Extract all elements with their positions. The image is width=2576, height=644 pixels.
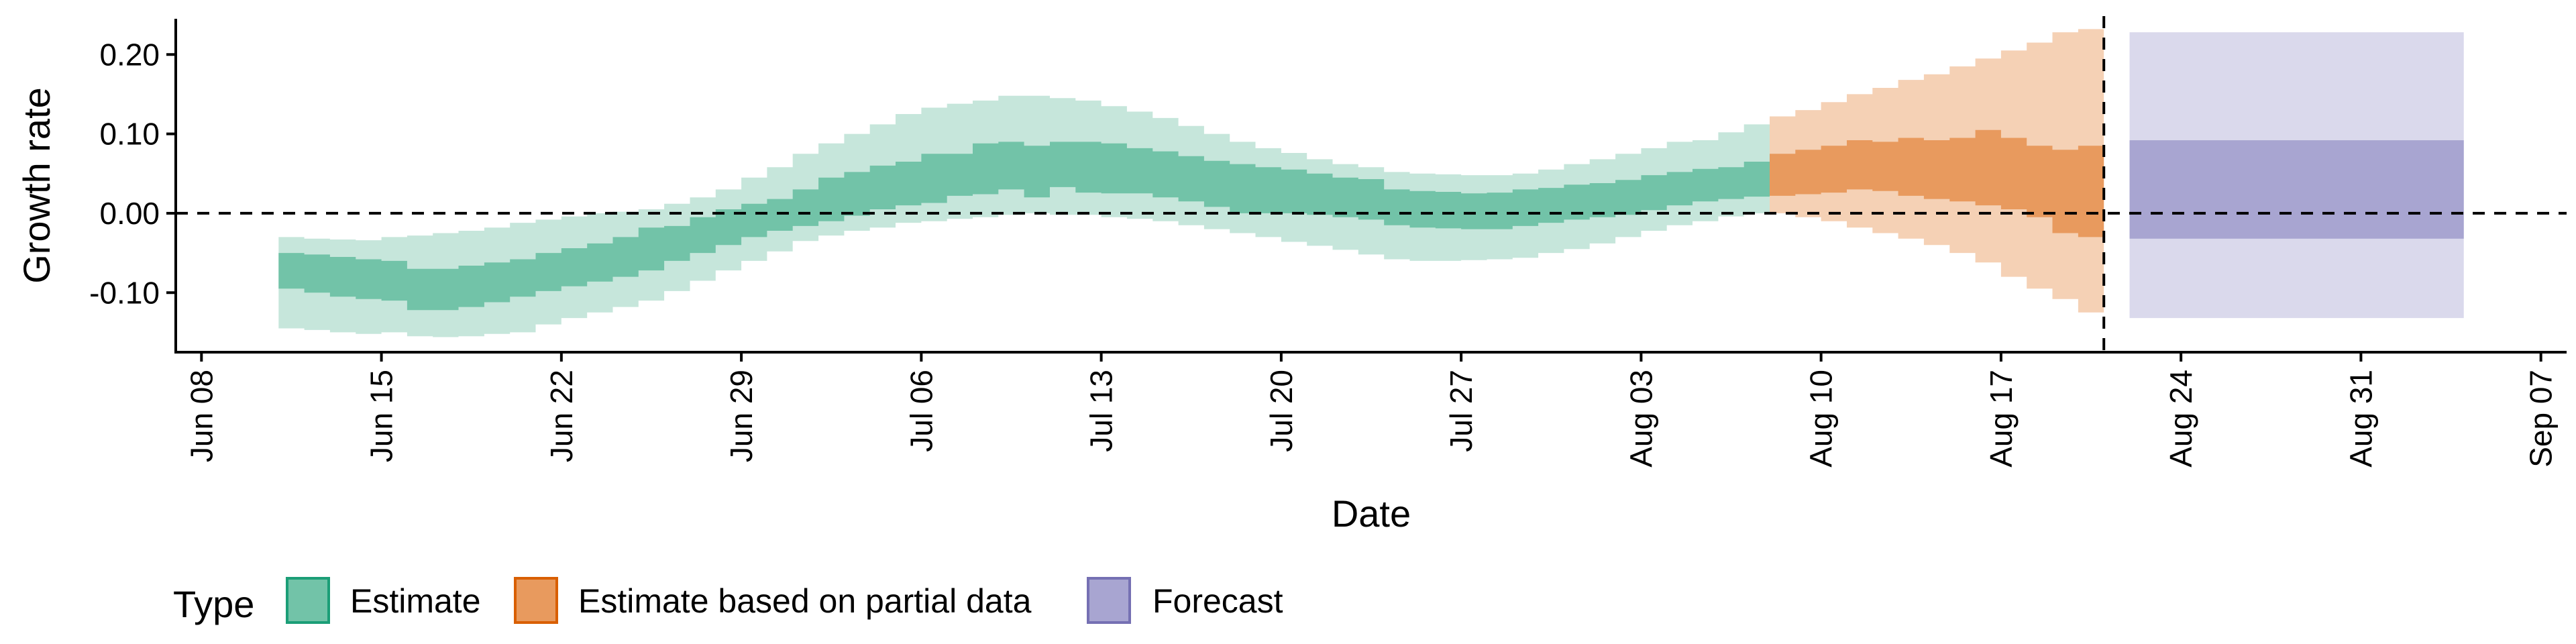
estimate-band-90	[278, 95, 1770, 337]
x-tick-label: Jul 20	[1264, 370, 1299, 452]
x-tick-label: Jun 22	[544, 370, 579, 462]
x-axis-ticks: Jun 08 Jun 15 Jun 22 Jun 29 Jul 06 Jul 13 Jul …	[184, 352, 2559, 468]
legend-title: Type	[173, 583, 254, 625]
x-tick-label: Aug 24	[2163, 370, 2198, 468]
estimate-band-50	[278, 142, 1770, 311]
legend-label: Estimate	[350, 582, 481, 620]
y-tick-label: 0.10	[99, 117, 160, 152]
legend-key-estimate	[286, 577, 330, 624]
x-tick-label: Aug 03	[1623, 370, 1658, 468]
y-axis-title: Growth rate	[15, 87, 58, 284]
x-tick-label: Aug 10	[1804, 370, 1839, 468]
x-tick-label: Jul 06	[904, 370, 938, 452]
x-tick-label: Jun 08	[184, 370, 219, 462]
y-tick-label: 0.20	[99, 37, 160, 72]
y-axis-ticks: -0.10 0.00 0.10 0.20	[89, 37, 176, 310]
x-tick-label: Aug 31	[2343, 370, 2378, 468]
x-axis-title: Date	[1332, 492, 1411, 535]
legend-label: Forecast	[1152, 582, 1283, 620]
legend-key-forecast	[1087, 577, 1131, 624]
y-tick-label: 0.00	[99, 196, 160, 231]
legend-label: Estimate based on partial data	[578, 582, 1032, 620]
x-tick-label: Aug 17	[1984, 370, 2019, 468]
x-tick-label: Jul 13	[1084, 370, 1119, 452]
x-tick-label: Sep 07	[2524, 370, 2559, 468]
x-tick-label: Jul 27	[1444, 370, 1479, 452]
uncertainty-bands	[278, 29, 2464, 337]
y-tick-label: -0.10	[89, 275, 160, 310]
estimate-based-on-partial-data-band-50	[1770, 129, 2104, 237]
forecast-band-50	[2129, 140, 2464, 239]
x-tick-label: Jun 15	[364, 370, 399, 462]
legend-key-estimate-based-on-partial-data	[514, 577, 558, 624]
legend: Type Estimate Estimate based on partial d…	[173, 577, 1283, 625]
x-tick-label: Jun 29	[724, 370, 759, 462]
